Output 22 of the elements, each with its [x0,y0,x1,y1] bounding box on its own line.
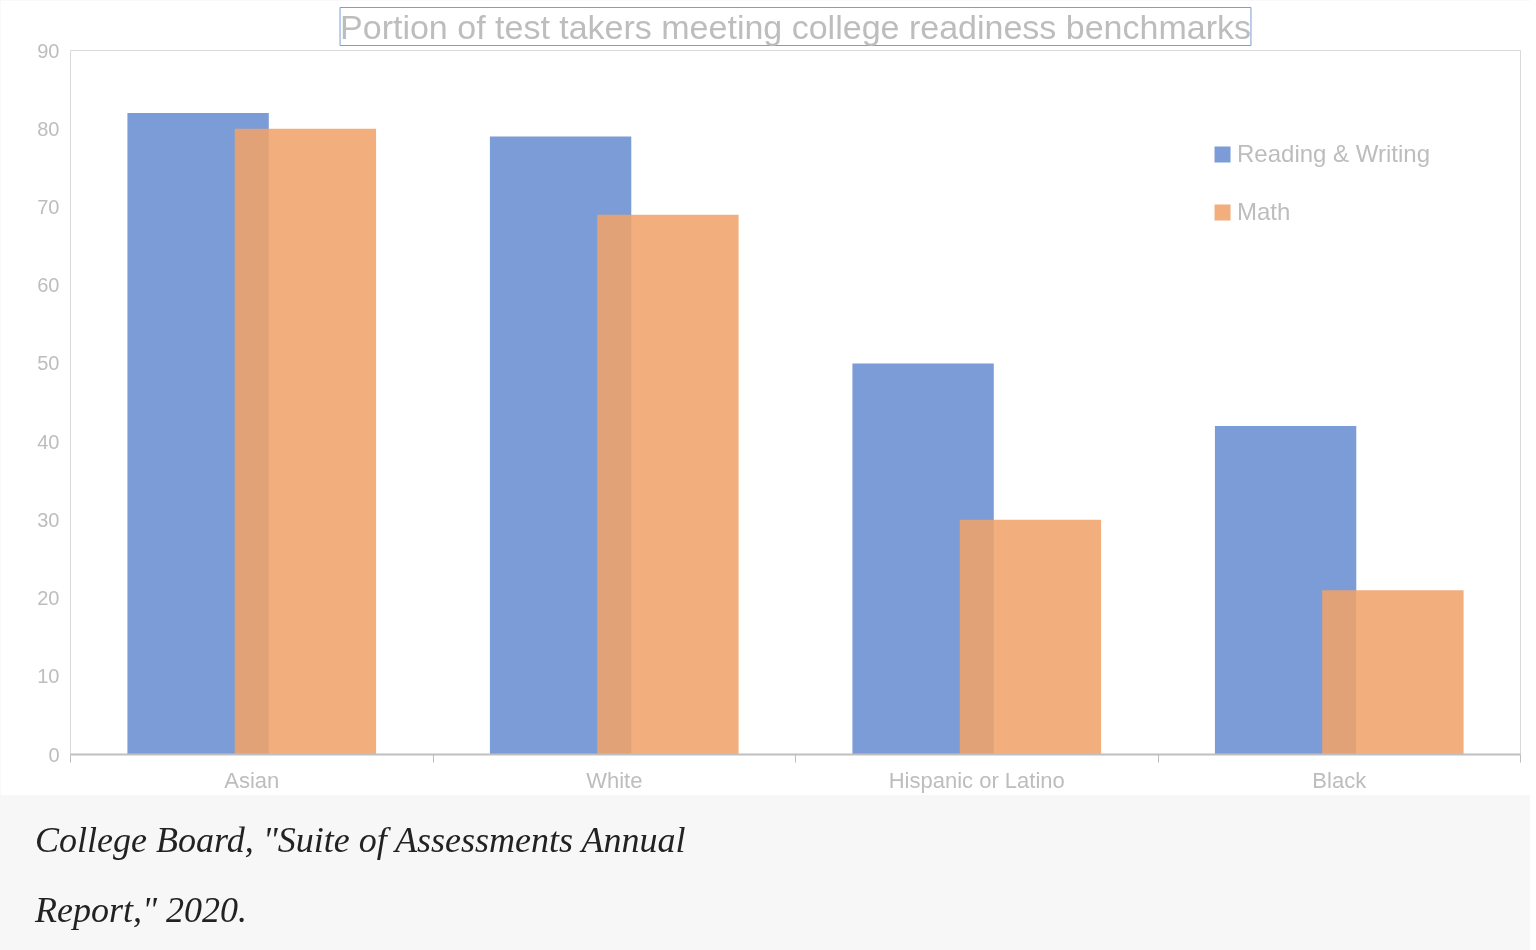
chart-title: Portion of test takers meeting college readiness benchmarks [340,7,1251,46]
y-tick-label: 70 [37,195,60,218]
bar [959,519,1102,755]
x-tick-label: White [586,767,643,793]
x-tick-label: Black [1312,767,1368,793]
y-tick-label: 30 [37,508,60,531]
y-tick-label: 60 [37,274,60,297]
x-tick-label: Asian [224,767,280,793]
text: College Board, "Suite of Assessments Annual Report," 2020. [35,819,687,932]
y-tick-label: 40 [37,430,60,453]
y-tick-label: 80 [37,117,60,140]
y-tick-label: 10 [37,665,60,688]
y-tick-label: 20 [37,587,60,610]
bar [234,128,377,755]
y-tick-label: 50 [37,352,60,375]
bar [1322,590,1464,755]
y-tick-label: 0 [48,743,60,766]
bar [597,214,739,755]
legend-label: Math [1237,198,1291,226]
x-tick-label: Hispanic or Latino [888,767,1065,793]
legend-label: Reading & Writing [1237,140,1430,168]
y-tick-label: 90 [37,39,60,62]
